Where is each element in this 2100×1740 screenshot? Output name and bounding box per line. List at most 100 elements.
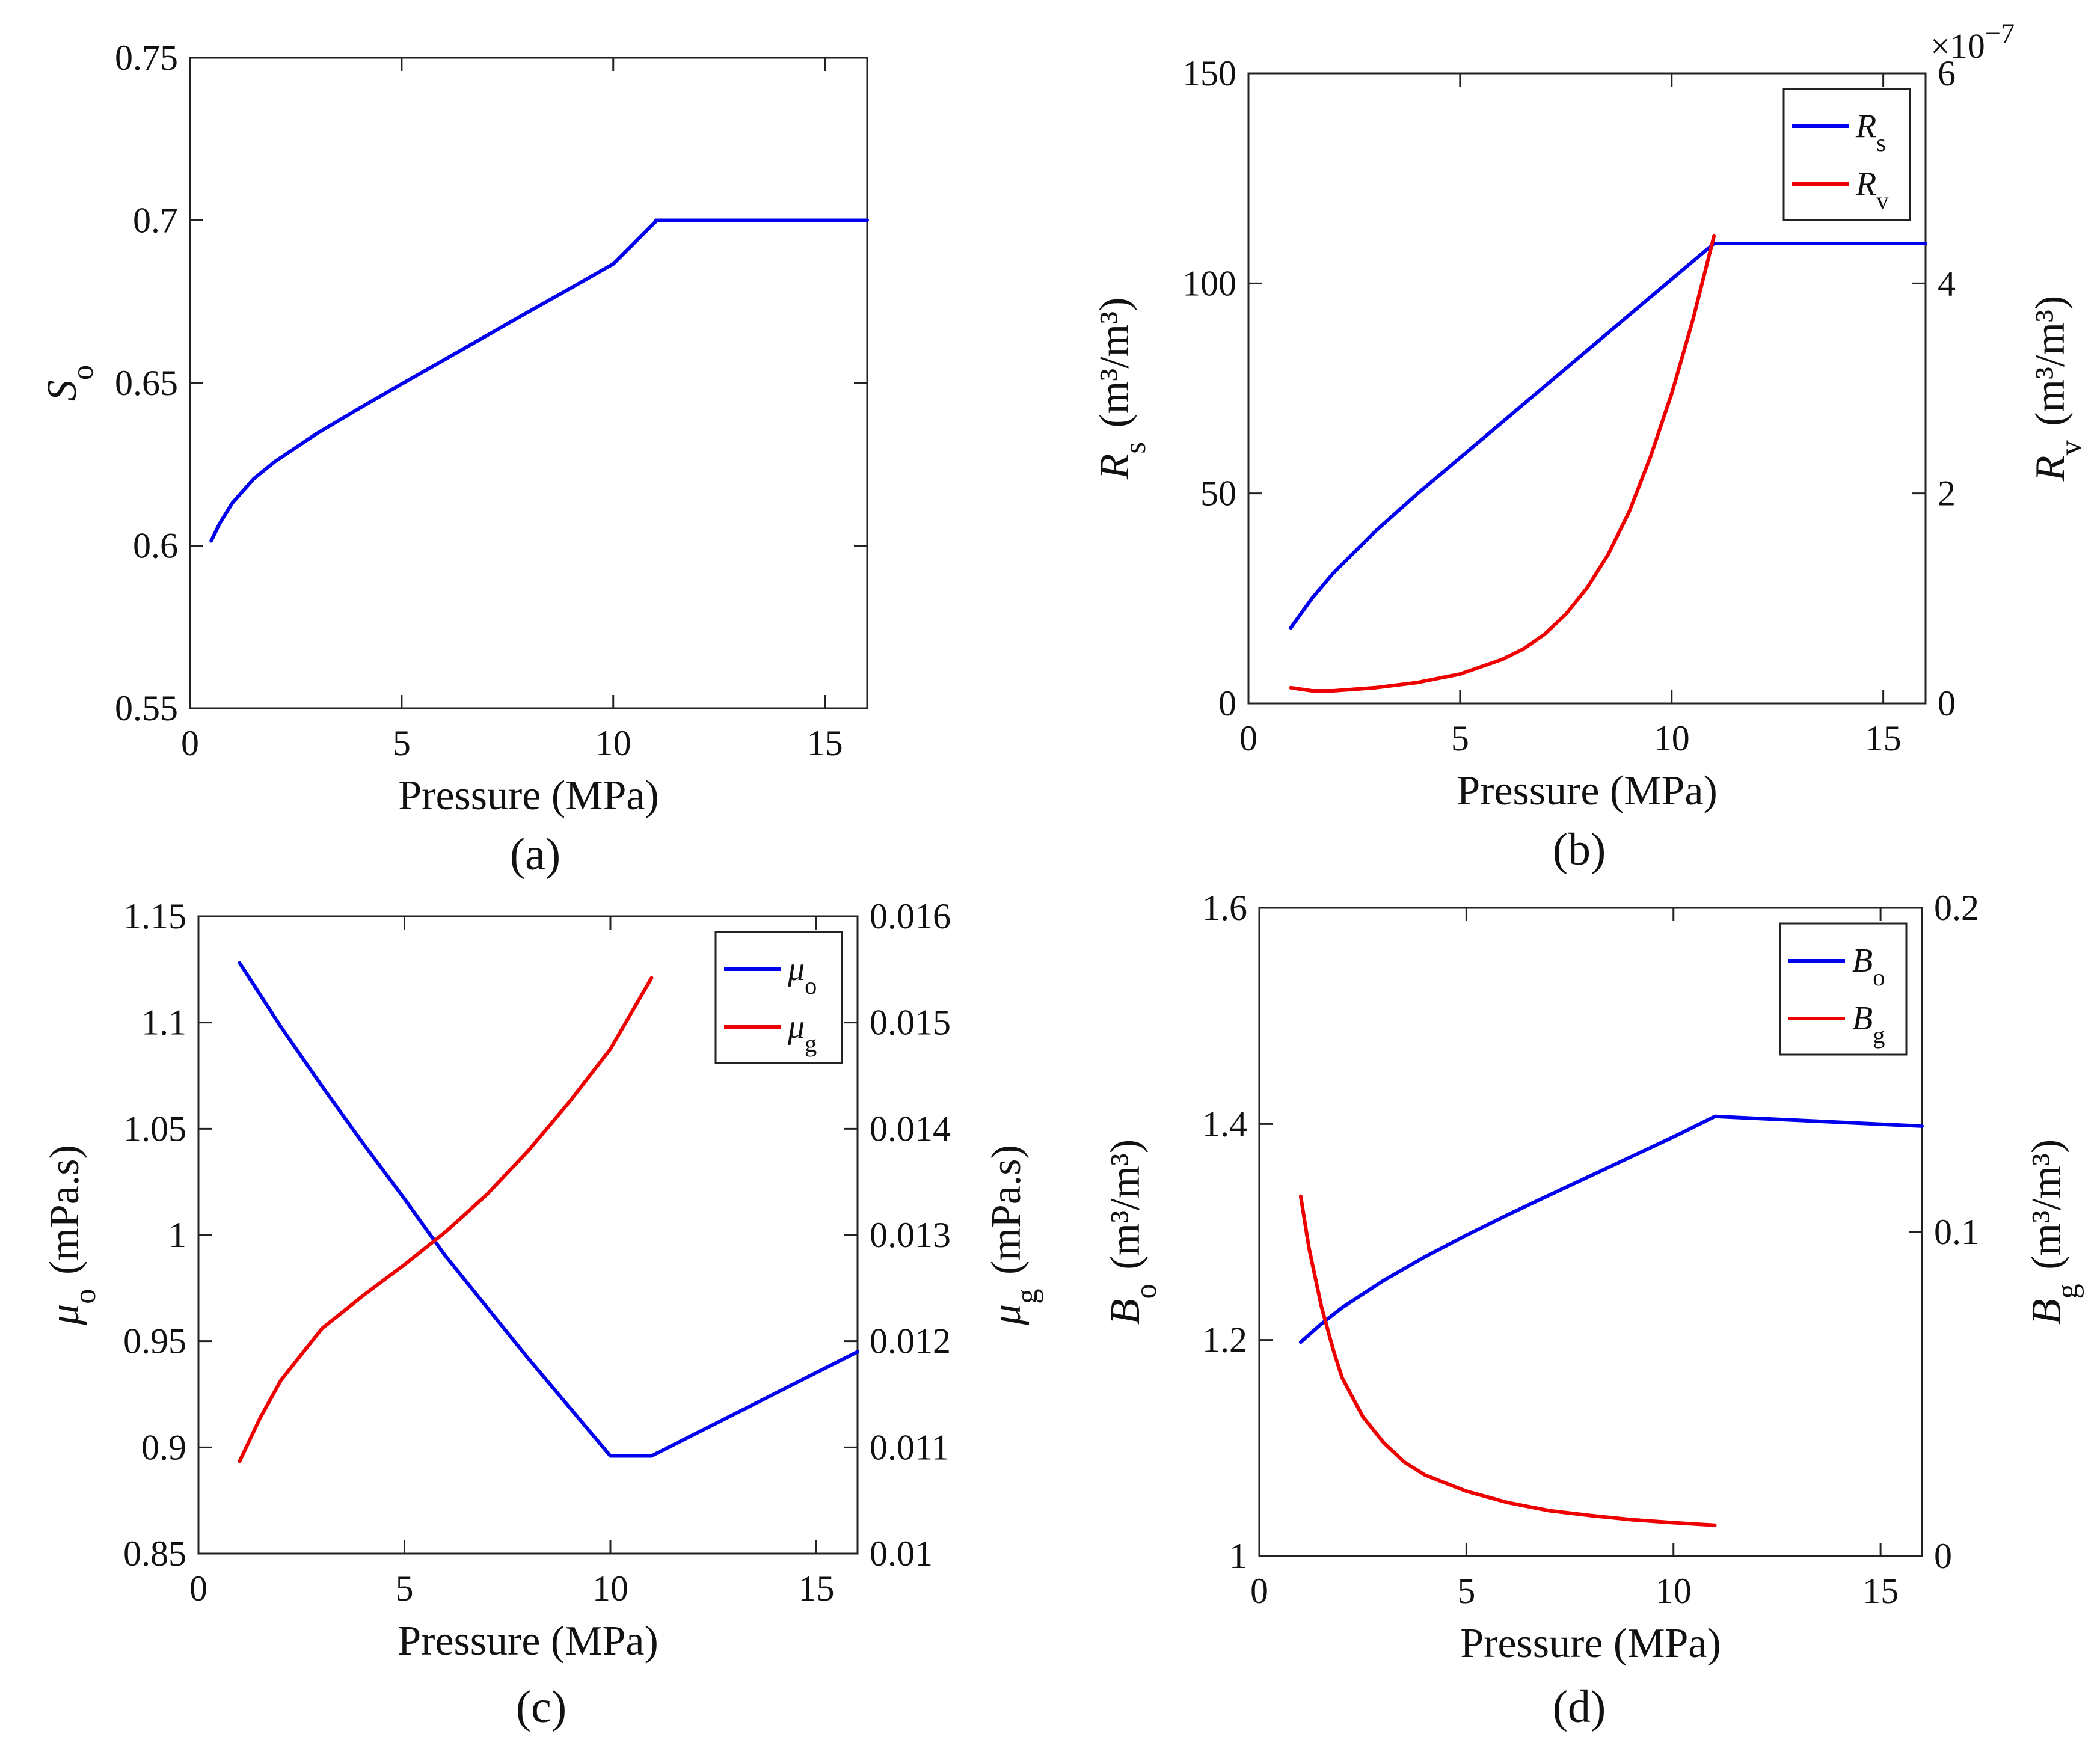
plot-frame <box>1247 72 1927 705</box>
y-right-tick-label: 0.016 <box>870 896 951 936</box>
x-tick-label: 0 <box>181 723 199 763</box>
y-tick-label: 100 <box>1182 263 1236 303</box>
y-right-tick-label: 0.011 <box>870 1427 950 1467</box>
y-right-tick-label: 0.015 <box>870 1003 951 1043</box>
y-axis-title-symbol: R <box>1091 454 1138 480</box>
y-right-tick-label: 0.012 <box>870 1322 951 1361</box>
legend-label: Bg <box>1852 1000 1885 1049</box>
y-axis-title-unit: (m³/m³) <box>1091 298 1138 438</box>
y-right-axis-title-unit: (m³/m³) <box>2027 296 2074 437</box>
legend-box <box>714 931 843 1064</box>
y-right-axis-title-symbol: B <box>2024 1299 2070 1325</box>
legend-label-subscript: g <box>1873 1022 1885 1049</box>
y-tick-label: 0.85 <box>123 1534 186 1573</box>
y-axis-title-subscript: o <box>66 365 99 380</box>
y-tick-label: 0.65 <box>115 363 178 403</box>
series-line-So <box>209 218 869 543</box>
legend-label-subscript: g <box>805 1030 817 1057</box>
y-right-axis-title-subscript: g <box>2050 1284 2084 1299</box>
y-tick-label: 0.75 <box>115 38 178 78</box>
x-tick-label: 0 <box>1250 1571 1268 1611</box>
right-axis-exponent: ×10−7 <box>1930 19 2015 66</box>
y-tick-label: 1.4 <box>1202 1104 1247 1144</box>
chart-panel-d: 0 5 10 15 1 1.2 1.4 1.6 0 0.1 0.2 Pressure (MPa) Bo … <box>1102 888 2084 1732</box>
legend-label-subscript: o <box>1873 964 1885 991</box>
x-tick-label: 15 <box>799 1569 835 1608</box>
y-axis-title-subscript: s <box>1118 442 1152 454</box>
series-line-Rs <box>1289 242 1927 630</box>
y-right-axis-title: μg (mPa.s) <box>983 1145 1043 1326</box>
legend-box <box>1779 922 1908 1056</box>
y-tick-label: 0.6 <box>133 526 178 566</box>
y-tick-label: 0 <box>1218 684 1236 723</box>
y-tick-label: 1.6 <box>1202 888 1247 928</box>
y-axis-title: Rs (m³/m³) <box>1091 298 1152 480</box>
y-right-axis-title-unit: (m³/m³) <box>2024 1139 2070 1280</box>
x-tick-label: 10 <box>592 1569 628 1608</box>
x-tick-label: 15 <box>807 723 843 763</box>
series-line-Rv <box>1289 234 1716 693</box>
plot-frame <box>189 57 868 709</box>
y-tick-label: 0.7 <box>133 201 178 240</box>
y-tick-label: 1.2 <box>1202 1320 1247 1360</box>
legend-label: Bo <box>1852 942 1885 991</box>
legend-box <box>1782 88 1911 221</box>
legend-label: μo <box>787 951 817 999</box>
series-line-μo <box>238 961 859 1458</box>
y-right-tick-label: 6 <box>1938 54 1956 93</box>
x-tick-label: 5 <box>1451 718 1469 758</box>
y-right-tick-label: 4 <box>1938 263 1956 303</box>
y-right-tick-label: 0.013 <box>870 1215 951 1255</box>
y-tick-label: 0.95 <box>123 1322 186 1361</box>
x-tick-label: 10 <box>1654 718 1690 758</box>
x-tick-label: 5 <box>393 723 411 763</box>
y-right-axis-title: Rv (m³/m³) <box>2027 296 2087 482</box>
y-axis-title-symbol: S <box>39 380 85 401</box>
x-axis-title: Pressure (MPa) <box>398 1618 659 1664</box>
x-tick-label: 15 <box>1865 718 1902 758</box>
panel-caption: (a) <box>510 829 560 880</box>
y-right-axis-title-subscript: g <box>1010 1288 1043 1303</box>
legend-label-symbol: B <box>1852 1000 1873 1037</box>
y-tick-label: 1 <box>168 1215 186 1255</box>
y-right-tick-label: 2 <box>1938 474 1956 513</box>
y-right-tick-label: 0.014 <box>870 1109 951 1148</box>
y-right-tick-label: 0 <box>1934 1536 1952 1576</box>
y-right-tick-label: 0.01 <box>870 1534 933 1573</box>
legend-label-symbol: B <box>1852 942 1873 979</box>
x-tick-label: 5 <box>1457 1571 1475 1611</box>
legend-label: Rv <box>1855 165 1889 214</box>
y-axis-title-symbol: μ <box>41 1304 88 1326</box>
legend-label-subscript: v <box>1876 187 1889 214</box>
series-line-Bo <box>1298 1114 1924 1344</box>
x-tick-label: 15 <box>1862 1571 1899 1611</box>
legend-label: μg <box>787 1008 817 1057</box>
y-axis-title: Bo (m³/m³) <box>1102 1139 1162 1325</box>
series-line-Bg <box>1298 1194 1717 1527</box>
y-right-tick-label: 0.1 <box>1934 1212 1979 1252</box>
y-right-axis-title-symbol: R <box>2027 455 2074 482</box>
x-axis-title: Pressure (MPa) <box>1460 1620 1721 1667</box>
x-tick-label: 0 <box>1239 718 1257 758</box>
legend-label-symbol: R <box>1855 165 1876 203</box>
exponent-base: ×10 <box>1930 26 1985 66</box>
x-axis-title: Pressure (MPa) <box>1457 768 1718 814</box>
chart-panel-a: 0 5 10 15 0.55 0.6 0.65 0.7 0.75 Pressure (MPa) So… <box>39 38 869 880</box>
y-tick-label: 1.1 <box>141 1003 186 1043</box>
y-tick-label: 1.05 <box>123 1109 186 1148</box>
legend-label-symbol: R <box>1855 108 1876 145</box>
y-axis-title-subscript: o <box>1129 1284 1162 1299</box>
y-right-axis-title-unit: (mPa.s) <box>983 1145 1030 1285</box>
chart-panel-c: 0 5 10 15 0.85 0.9 0.95 1 1.05 1.1 1.15 0.01 0.011 0.… <box>41 896 1043 1732</box>
y-tick-label: 1.15 <box>123 896 186 936</box>
legend: μo μg <box>714 931 843 1064</box>
y-tick-label: 1 <box>1229 1536 1247 1576</box>
legend-label-subscript: s <box>1876 129 1886 156</box>
y-tick-label: 0.9 <box>141 1427 186 1467</box>
y-axis-title-subscript: o <box>68 1288 102 1303</box>
x-tick-label: 5 <box>396 1569 414 1608</box>
y-tick-label: 0.55 <box>115 688 178 728</box>
